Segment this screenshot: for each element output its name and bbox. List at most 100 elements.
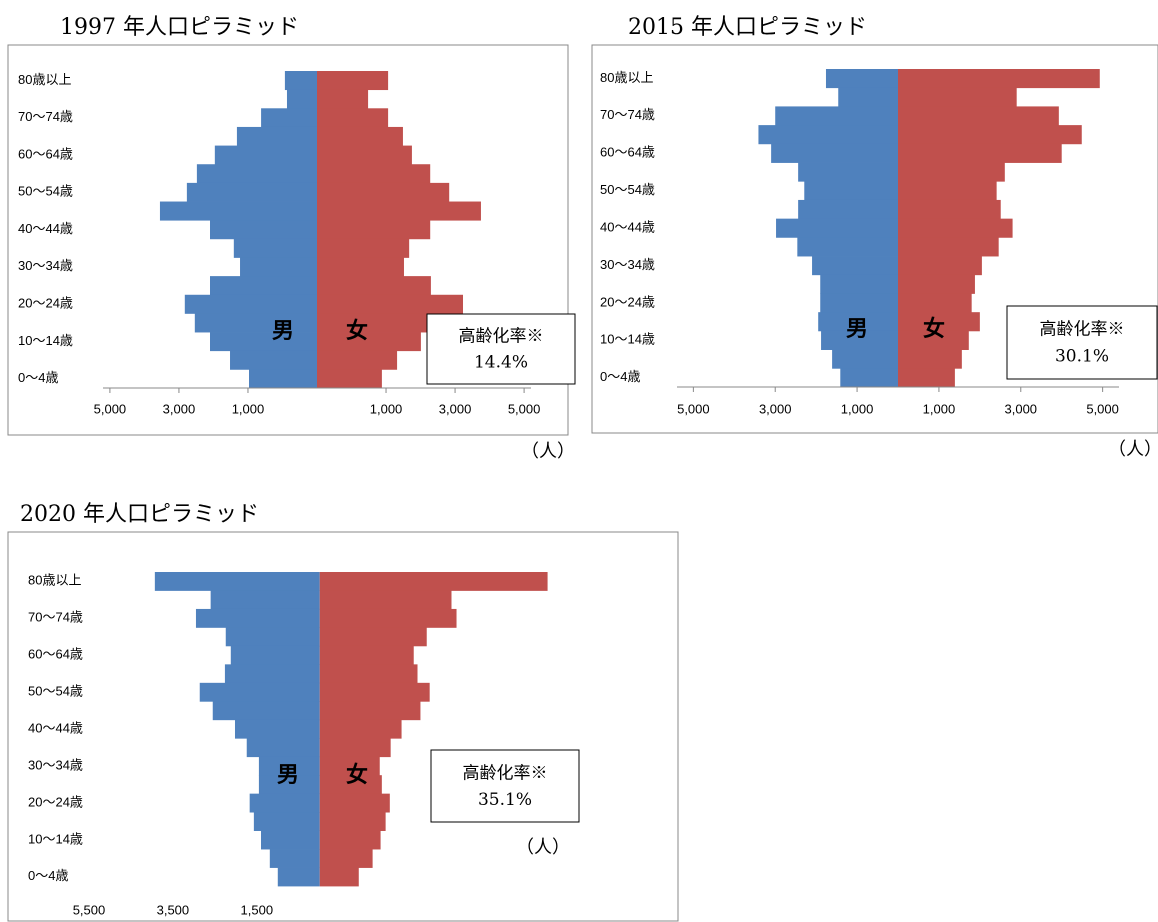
male-bar [210, 220, 317, 240]
female-bar [317, 108, 389, 128]
series-label: 男 [272, 319, 294, 344]
category-label: 20～24歳 [18, 296, 73, 311]
female-bar [319, 627, 427, 647]
plot-frame [7, 531, 679, 922]
annotation-value: 30.1% [1055, 347, 1109, 367]
category-label: 40～44歳 [18, 221, 73, 236]
female-bar [317, 126, 403, 146]
x-tick-label: 5,000 [508, 401, 541, 416]
male-bar [194, 313, 317, 333]
female-bar [317, 89, 369, 109]
category-label: 10～14歳 [28, 831, 83, 846]
male-bar [234, 719, 320, 739]
category-label: 30～34歳 [600, 257, 655, 272]
female-bar [317, 71, 389, 91]
female-bar [898, 274, 975, 294]
x-tick-label: 1,000 [841, 401, 874, 416]
female-bar [319, 701, 421, 721]
male-bar [820, 293, 898, 313]
female-bar [898, 181, 997, 201]
male-bar [832, 349, 898, 369]
male-bar [798, 199, 898, 220]
female-bar [319, 793, 390, 813]
category-label: 50～54歳 [600, 182, 655, 197]
male-bar [261, 108, 317, 128]
series-label: 女 [346, 762, 368, 788]
unit-label: （人） [521, 441, 575, 462]
x-tick-label: 1,000 [923, 401, 956, 416]
category-label: 60～64歳 [28, 647, 83, 662]
male-bar [261, 830, 320, 850]
male-bar [269, 849, 320, 868]
female-bar [319, 867, 359, 887]
category-label: 70～74歳 [18, 109, 73, 124]
category-label: 70～74歳 [28, 610, 83, 625]
category-label: 60～64歳 [18, 146, 73, 161]
male-bar [230, 350, 317, 370]
female-bar [319, 590, 452, 610]
category-label: 80歳以上 [28, 573, 81, 588]
male-bar [186, 182, 317, 202]
female-bar [319, 682, 430, 702]
male-bar [210, 332, 317, 352]
male-bar [771, 143, 898, 163]
male-bar [233, 238, 317, 258]
x-tick-label: 3,500 [157, 902, 190, 917]
annotation-value: 14.4% [474, 353, 528, 373]
female-bar [898, 293, 972, 313]
female-bar [319, 719, 402, 739]
female-bar [317, 294, 464, 314]
x-tick-label: 1,000 [370, 401, 403, 416]
female-bar [317, 276, 431, 296]
category-label: 20～24歳 [28, 794, 83, 809]
female-bar [319, 664, 418, 684]
category-label: 10～14歳 [600, 332, 655, 347]
female-bar [898, 69, 1100, 89]
female-bar [898, 349, 962, 369]
male-bar [225, 627, 320, 647]
female-bar [317, 145, 412, 165]
male-bar [159, 201, 317, 221]
female-bar [898, 106, 1059, 126]
category-label: 50～54歳 [18, 184, 73, 199]
female-bar [317, 182, 450, 202]
unit-label: （人） [1108, 439, 1158, 460]
male-bar [258, 756, 320, 776]
female-bar [317, 164, 431, 184]
category-label: 10～14歳 [18, 333, 73, 348]
series-label: 男 [846, 317, 868, 342]
category-label: 70～74歳 [600, 107, 655, 122]
male-bar [210, 590, 320, 610]
x-tick-label: 5,000 [677, 401, 710, 416]
category-label: 80歳以上 [600, 70, 653, 85]
category-label: 40～44歳 [28, 720, 83, 735]
female-bar [898, 368, 955, 388]
series-label: 女 [346, 318, 368, 344]
category-label: 0～4歳 [18, 370, 58, 385]
female-bar [898, 125, 1082, 145]
annotation-box [426, 313, 576, 385]
male-bar [236, 126, 317, 146]
male-bar [818, 312, 898, 332]
male-bar [249, 369, 317, 389]
female-bar [317, 220, 431, 240]
male-bar [286, 89, 317, 109]
male-bar [240, 257, 317, 277]
unit-label: （人） [516, 837, 570, 858]
male-bar [249, 793, 320, 813]
female-bar [317, 369, 382, 389]
category-label: 40～44歳 [600, 219, 655, 234]
annotation-title: 高齢化率※ [463, 763, 548, 783]
female-bar [319, 775, 382, 795]
male-bar [195, 608, 320, 628]
female-bar [317, 238, 410, 258]
male-bar [253, 812, 320, 831]
category-label: 0～4歳 [28, 868, 68, 883]
female-bar [317, 350, 398, 370]
female-bar [319, 756, 380, 776]
male-bar [214, 145, 317, 165]
category-label: 30～34歳 [18, 258, 73, 273]
male-bar [277, 867, 320, 887]
male-bar [212, 701, 320, 721]
female-bar [317, 201, 481, 221]
